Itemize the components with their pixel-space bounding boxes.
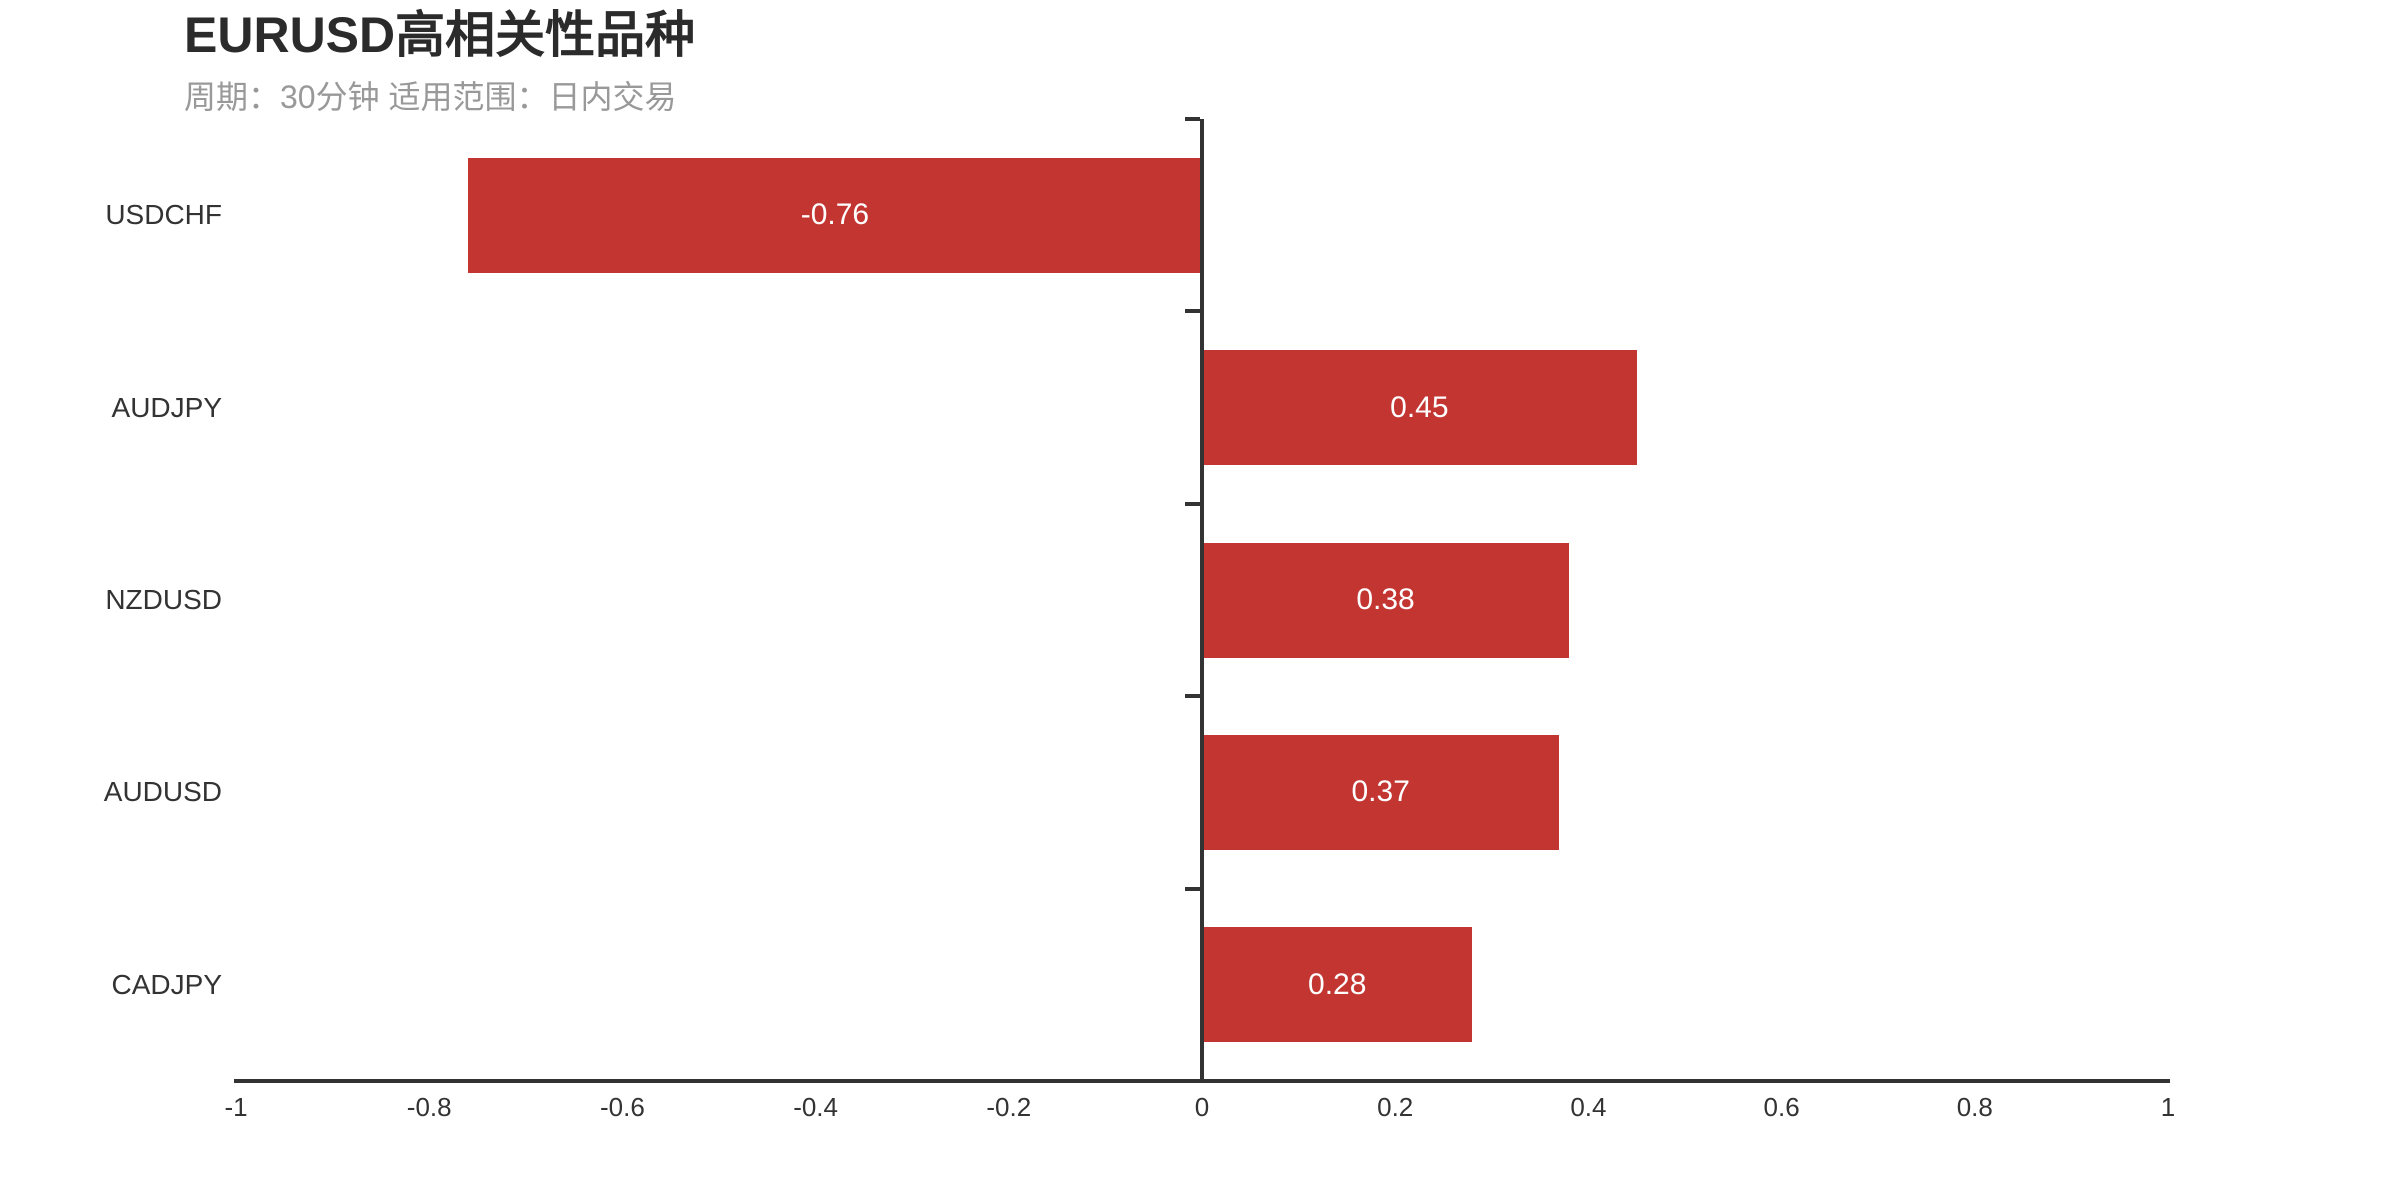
category-label-cadjpy: CADJPY bbox=[111, 968, 222, 1000]
bar-value-label: 0.38 bbox=[1356, 583, 1415, 616]
bar-usdchf[interactable]: -0.76 bbox=[467, 157, 1202, 273]
bar-cadjpy[interactable]: 0.28 bbox=[1202, 927, 1473, 1043]
category-axis-tick bbox=[1185, 886, 1200, 891]
category-axis-tick bbox=[1185, 1079, 1200, 1083]
bar-value-label: 0.37 bbox=[1351, 775, 1410, 809]
x-tick-label-0.2: 0.2 bbox=[1377, 1092, 1414, 1122]
x-tick-label--0.6: -0.6 bbox=[599, 1092, 645, 1122]
bar-audusd[interactable]: 0.37 bbox=[1202, 734, 1560, 850]
chart-title: EURUSD高相关性品种 bbox=[184, 7, 696, 63]
x-tick-label--0.8: -0.8 bbox=[406, 1092, 452, 1122]
category-label-usdchf: USDCHF bbox=[105, 199, 222, 231]
x-tick-label-0.6: 0.6 bbox=[1763, 1092, 1800, 1122]
bar-value-label: -0.76 bbox=[800, 198, 870, 232]
bar-audjpy[interactable]: 0.45 bbox=[1202, 350, 1637, 466]
category-label-nzdusd: NZDUSD bbox=[105, 584, 222, 615]
zero-axis-line bbox=[1200, 119, 1204, 1083]
category-label-audusd: AUDUSD bbox=[103, 776, 222, 808]
category-label-audjpy: AUDJPY bbox=[111, 391, 222, 423]
bar-value-label: 0.28 bbox=[1308, 967, 1367, 1001]
x-tick-label--1: -1 bbox=[224, 1092, 248, 1122]
category-axis-tick bbox=[1185, 117, 1200, 121]
x-tick-label--0.2: -0.2 bbox=[986, 1092, 1032, 1122]
x-tick-label-0.8: 0.8 bbox=[1956, 1092, 1993, 1122]
x-tick-label-0: 0 bbox=[1194, 1092, 1210, 1122]
category-axis-tick bbox=[1185, 309, 1200, 314]
x-tick-label-1: 1 bbox=[2160, 1092, 2176, 1122]
chart-subtitle: 周期：30分钟 适用范围：日内交易 bbox=[184, 79, 677, 115]
bar-value-label: 0.45 bbox=[1390, 390, 1449, 424]
bar-nzdusd[interactable]: 0.38 bbox=[1202, 542, 1570, 658]
x-tick-label--0.4: -0.4 bbox=[793, 1092, 838, 1122]
x-tick-label-0.4: 0.4 bbox=[1570, 1092, 1607, 1122]
category-axis-tick bbox=[1185, 694, 1200, 699]
x-axis-line bbox=[234, 1079, 2170, 1083]
category-axis-tick bbox=[1185, 501, 1200, 506]
